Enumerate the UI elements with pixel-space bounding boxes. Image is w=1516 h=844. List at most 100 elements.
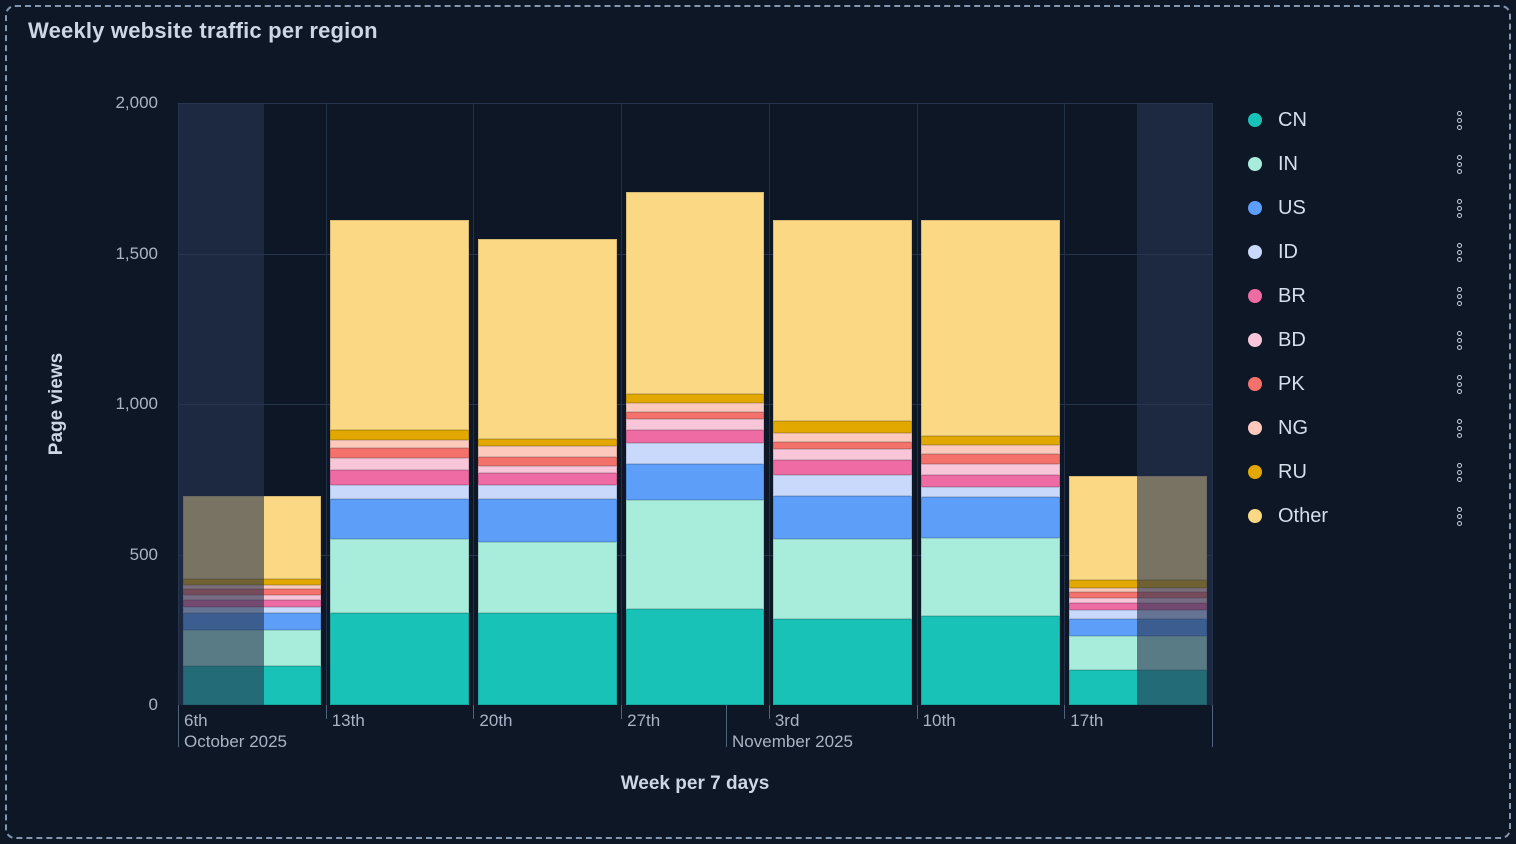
y-axis-tick-label: 500: [129, 544, 158, 564]
bar-segment-BD[interactable]: [625, 419, 765, 430]
bar-segment-BR[interactable]: [477, 473, 617, 486]
bar-segment-BR[interactable]: [625, 429, 765, 444]
bar-segment-RU[interactable]: [625, 393, 765, 403]
kebab-dot: [1457, 124, 1462, 130]
legend-item-PK[interactable]: PK: [1240, 362, 1472, 406]
bar-segment-CN[interactable]: [330, 613, 469, 705]
legend-label: US: [1278, 196, 1306, 219]
bar-segment-NG[interactable]: [773, 432, 913, 442]
bar-segment-PK[interactable]: [477, 456, 617, 466]
bar-segment-US[interactable]: [330, 498, 469, 540]
bar-segment-US[interactable]: [773, 495, 913, 540]
bar-segment-IN[interactable]: [921, 537, 1060, 617]
bar-segment-Other[interactable]: [330, 220, 469, 430]
legend-menu-kebab-icon[interactable]: [1453, 371, 1466, 398]
legend-menu-kebab-icon[interactable]: [1453, 195, 1466, 222]
bar-segment-NG[interactable]: [330, 440, 469, 448]
legend-menu-kebab-icon[interactable]: [1453, 239, 1466, 266]
bar-segment-US[interactable]: [921, 497, 1060, 538]
bar-segment-CN[interactable]: [773, 619, 913, 705]
bar-segment-Other[interactable]: [625, 191, 765, 394]
legend-menu-kebab-icon[interactable]: [1453, 459, 1466, 486]
bar-segment-NG[interactable]: [625, 402, 765, 412]
bar-segment-ID[interactable]: [921, 486, 1060, 498]
bar-segment-Other[interactable]: [773, 220, 913, 421]
legend-color-dot: [1248, 333, 1262, 347]
bar-segment-US[interactable]: [477, 498, 617, 543]
bar-segment-IN[interactable]: [773, 539, 913, 620]
kebab-dot: [1457, 476, 1462, 482]
kebab-dot: [1457, 381, 1462, 387]
gridline-vertical: [621, 103, 623, 705]
legend-item-NG[interactable]: NG: [1240, 406, 1472, 450]
legend-color-dot: [1248, 113, 1262, 127]
partial-bucket-overlay-left: [178, 103, 264, 705]
x-axis-week-label: 13th: [331, 711, 365, 730]
bar-segment-CN[interactable]: [921, 616, 1060, 705]
bar-segment-ID[interactable]: [477, 485, 617, 499]
bar-segment-US[interactable]: [625, 464, 765, 501]
legend-item-IN[interactable]: IN: [1240, 142, 1472, 186]
bar-segment-RU[interactable]: [773, 420, 913, 433]
legend-menu-kebab-icon[interactable]: [1453, 107, 1466, 134]
kebab-dot: [1457, 256, 1462, 262]
legend-menu-kebab-icon[interactable]: [1453, 327, 1466, 354]
bar-segment-CN[interactable]: [477, 613, 617, 705]
kebab-dot: [1457, 249, 1462, 255]
kebab-dot: [1457, 330, 1462, 336]
gridline-vertical: [325, 103, 327, 705]
x-axis-week-label: 6th: [184, 711, 208, 730]
bar-segment-Other[interactable]: [921, 220, 1060, 436]
bar-segment-RU[interactable]: [330, 429, 469, 441]
legend-menu-kebab-icon[interactable]: [1453, 415, 1466, 442]
x-axis-month-label: November 2025: [732, 732, 853, 751]
legend-label: PK: [1278, 372, 1305, 395]
legend-menu-kebab-icon[interactable]: [1453, 503, 1466, 530]
bar-segment-IN[interactable]: [477, 542, 617, 614]
kebab-dot: [1457, 168, 1462, 174]
bar-segment-CN[interactable]: [625, 608, 765, 705]
bar-segment-ID[interactable]: [773, 474, 913, 496]
legend-label: IN: [1278, 152, 1298, 175]
bar-segment-Other[interactable]: [477, 238, 617, 439]
bar-segment-BR[interactable]: [921, 474, 1060, 487]
legend-item-ID[interactable]: ID: [1240, 230, 1472, 274]
bar-segment-PK[interactable]: [330, 447, 469, 459]
legend-item-BR[interactable]: BR: [1240, 274, 1472, 318]
bar-segment-PK[interactable]: [625, 411, 765, 420]
legend-item-CN[interactable]: CN: [1240, 98, 1472, 142]
bar-segment-PK[interactable]: [773, 441, 913, 450]
bar-segment-ID[interactable]: [330, 485, 469, 499]
legend-color-dot: [1248, 157, 1262, 171]
legend-menu-kebab-icon[interactable]: [1453, 151, 1466, 178]
bar-segment-IN[interactable]: [330, 539, 469, 614]
legend-item-BD[interactable]: BD: [1240, 318, 1472, 362]
gridline-vertical: [1212, 103, 1213, 705]
bar-segment-RU[interactable]: [477, 438, 617, 447]
bar-segment-BD[interactable]: [330, 458, 469, 471]
legend-item-US[interactable]: US: [1240, 186, 1472, 230]
bar-segment-NG[interactable]: [921, 444, 1060, 454]
legend-item-RU[interactable]: RU: [1240, 450, 1472, 494]
x-axis-month-label: October 2025: [184, 732, 288, 751]
bar-segment-BD[interactable]: [921, 464, 1060, 475]
kebab-dot: [1457, 374, 1462, 380]
gridline-vertical: [768, 103, 770, 705]
bar-segment-BR[interactable]: [773, 459, 913, 475]
bar-segment-BR[interactable]: [330, 470, 469, 486]
x-axis-boundary-tick: [178, 705, 179, 747]
bar-segment-ID[interactable]: [625, 443, 765, 465]
bar-segment-BD[interactable]: [773, 449, 913, 460]
legend-menu-kebab-icon[interactable]: [1453, 283, 1466, 310]
kebab-dot: [1457, 337, 1462, 343]
kebab-dot: [1457, 425, 1462, 431]
bar-segment-BD[interactable]: [477, 465, 617, 474]
bar-segment-PK[interactable]: [921, 453, 1060, 465]
kebab-dot: [1457, 388, 1462, 394]
legend-item-Other[interactable]: Other: [1240, 494, 1472, 538]
bar-segment-IN[interactable]: [625, 500, 765, 609]
chart-title: Weekly website traffic per region: [28, 18, 378, 43]
bar-segment-RU[interactable]: [921, 435, 1060, 445]
kebab-dot: [1457, 469, 1462, 475]
bar-segment-NG[interactable]: [477, 446, 617, 457]
